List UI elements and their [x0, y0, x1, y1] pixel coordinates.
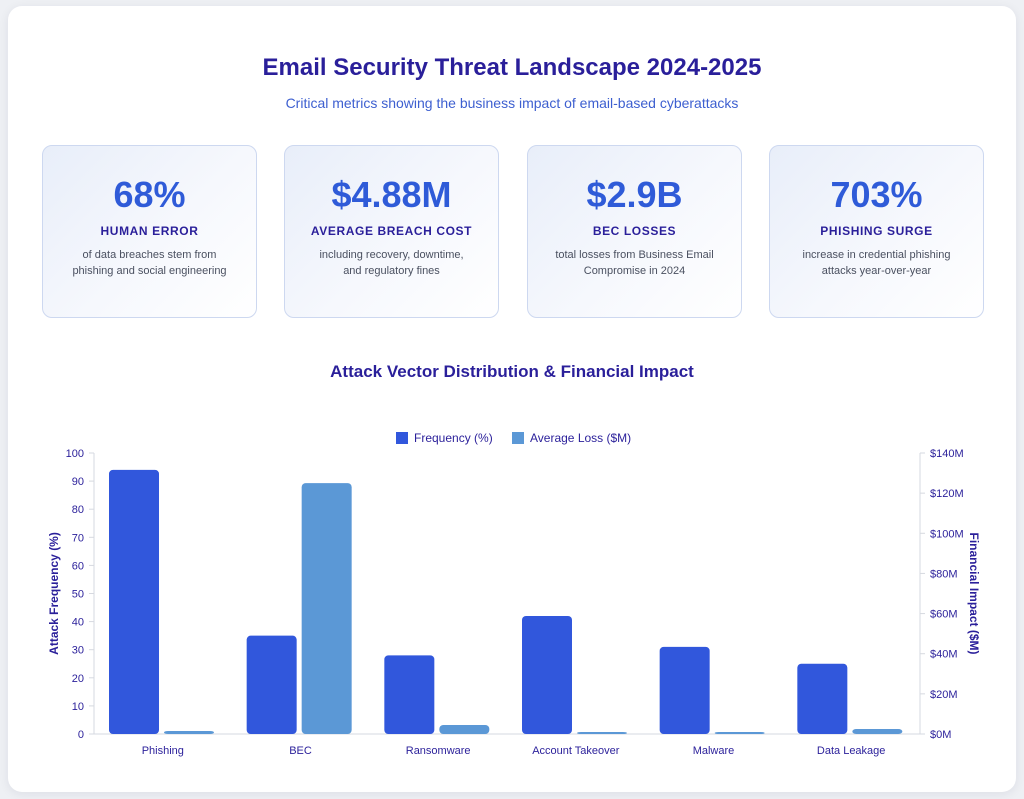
y-tick-label: 20 — [72, 673, 84, 685]
bar-average-loss — [301, 483, 352, 734]
y2-tick-label: $60M — [930, 609, 958, 621]
bar-average-loss — [852, 728, 903, 734]
x-tick-label: Phishing — [142, 745, 184, 757]
bar-frequency — [109, 469, 159, 734]
stat-description: including recovery, downtime, and regula… — [319, 249, 464, 277]
bar-average-loss — [164, 730, 214, 734]
legend-swatch-frequency — [396, 432, 408, 444]
stat-label: HUMAN ERROR — [100, 224, 199, 238]
x-tick-label: Account Takeover — [532, 745, 620, 757]
x-tick-label: Malware — [693, 745, 735, 757]
stat-card-bec-losses: $2.9B BEC LOSSES total losses from Busin… — [527, 145, 742, 318]
bar-average-loss — [577, 731, 627, 734]
stat-card-phishing-surge: 703% PHISHING SURGE increase in credenti… — [769, 145, 984, 318]
legend-label-frequency: Frequency (%) — [414, 431, 493, 445]
stat-description: total losses from Business Email Comprom… — [555, 249, 714, 277]
x-tick-label: BEC — [289, 745, 312, 757]
bar-frequency — [384, 655, 435, 734]
stat-label: BEC LOSSES — [592, 224, 677, 238]
stat-value: $2.9B — [586, 174, 683, 215]
y-axis-title: Attack Frequency (%) — [47, 532, 61, 655]
stat-description: of data breaches stem from phishing and … — [72, 249, 227, 277]
y-tick-label: 60 — [72, 560, 84, 572]
y-tick-label: 40 — [72, 617, 84, 629]
stat-card-human-error: 68% HUMAN ERROR of data breaches stem fr… — [42, 145, 257, 318]
stat-label: AVERAGE BREACH COST — [310, 224, 473, 238]
stat-card-breach-cost: $4.88M AVERAGE BREACH COST including rec… — [284, 145, 499, 318]
y-tick-label: 50 — [72, 589, 84, 601]
chart-title: Attack Vector Distribution & Financial I… — [330, 362, 694, 381]
stat-description: increase in credential phishing attacks … — [802, 249, 951, 277]
y2-tick-label: $100M — [930, 528, 964, 540]
bar-frequency — [797, 663, 848, 734]
y-tick-label: 10 — [72, 701, 84, 713]
stat-label: PHISHING SURGE — [820, 224, 933, 238]
y-tick-label: 0 — [78, 729, 84, 741]
bar-frequency — [659, 646, 710, 734]
stat-value: 68% — [113, 174, 186, 215]
x-tick-label: Data Leakage — [817, 745, 886, 757]
y-tick-label: 90 — [72, 476, 84, 488]
y2-tick-label: $0M — [930, 729, 951, 741]
y2-tick-label: $120M — [930, 488, 964, 500]
y-tick-label: 30 — [72, 645, 84, 657]
y-tick-label: 70 — [72, 532, 84, 544]
bar-average-loss — [714, 731, 765, 734]
y2-tick-label: $20M — [930, 689, 958, 701]
y2-axis-title: Financial Impact ($M) — [967, 532, 981, 654]
legend-label-average-loss: Average Loss ($M) — [530, 431, 631, 445]
bar-frequency — [246, 635, 297, 734]
y-tick-label: 80 — [72, 504, 84, 516]
bar-frequency — [522, 615, 572, 734]
dashboard-card — [8, 6, 1016, 792]
page-title: Email Security Threat Landscape 2024-202… — [262, 54, 762, 81]
bar-average-loss — [439, 724, 490, 734]
stat-value: $4.88M — [331, 174, 452, 215]
x-tick-label: Ransomware — [406, 745, 471, 757]
legend-swatch-average-loss — [512, 432, 524, 444]
y2-tick-label: $80M — [930, 568, 958, 580]
y2-tick-label: $140M — [930, 448, 964, 460]
page-subtitle: Critical metrics showing the business im… — [285, 95, 739, 111]
y-tick-label: 100 — [66, 448, 84, 460]
y2-tick-label: $40M — [930, 649, 958, 661]
stat-value: 703% — [830, 174, 923, 215]
